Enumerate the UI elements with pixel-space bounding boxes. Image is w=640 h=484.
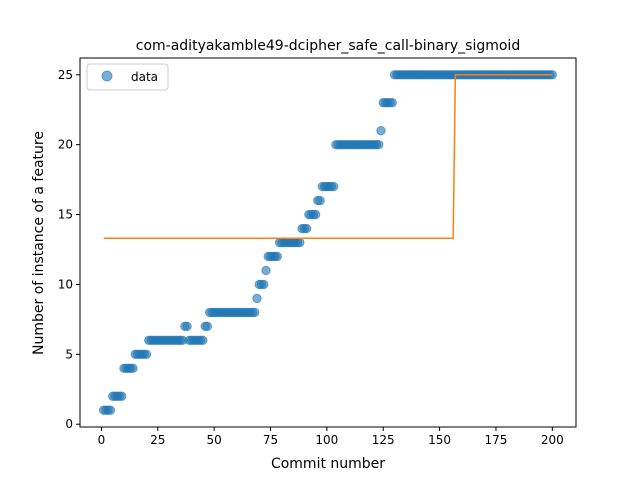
x-tick-label: 150 <box>428 433 451 447</box>
x-axis-label: Commit number <box>271 456 385 472</box>
data-point <box>315 195 325 206</box>
data-point <box>374 139 384 150</box>
x-tick-label: 200 <box>541 433 564 447</box>
legend-frame <box>86 63 169 91</box>
data-point <box>272 251 282 262</box>
data-point <box>310 209 321 220</box>
data-point <box>117 391 127 401</box>
y-tick-label: 5 <box>65 347 73 361</box>
data-point <box>198 335 208 346</box>
legend-marker-data <box>101 70 113 82</box>
data-point <box>261 265 271 276</box>
data-point <box>128 363 138 373</box>
data-point <box>328 181 339 192</box>
x-tick-label: 100 <box>315 433 338 447</box>
data-points <box>98 70 558 415</box>
data-point <box>182 321 192 332</box>
data-point <box>259 279 269 290</box>
x-tick-label: 25 <box>150 433 165 447</box>
y-tick-label: 25 <box>58 68 73 82</box>
x-tick-label: 125 <box>372 433 395 447</box>
data-point <box>376 125 386 136</box>
fit-line <box>103 74 553 240</box>
x-tick-label: 175 <box>485 433 508 447</box>
x-tick-label: 50 <box>207 433 222 447</box>
data-point <box>295 237 305 248</box>
data-point <box>250 307 260 318</box>
data-point <box>301 223 312 234</box>
chart-title: com-adityakamble49-dcipher_safe_call-bin… <box>136 38 520 54</box>
x-tick-label: 75 <box>263 433 278 447</box>
y-tick-label: 0 <box>65 417 73 431</box>
data-point <box>202 321 213 332</box>
plot-area: 0 25 50 75 100 125 150 175 200 0 5 10 15 20 25 <box>58 57 577 447</box>
data-point <box>141 349 152 360</box>
y-axis-label: Number of instance of a feature <box>31 131 47 355</box>
y-tick-label: 10 <box>58 277 73 291</box>
x-tick-label: 0 <box>98 433 106 447</box>
data-point <box>387 98 397 108</box>
legend-label-data: data <box>131 70 158 84</box>
y-tick-label: 15 <box>58 208 73 222</box>
data-point <box>105 405 116 415</box>
y-tick-label: 20 <box>58 138 73 152</box>
axes-frame <box>79 57 577 428</box>
legend: data <box>86 63 169 91</box>
data-point <box>252 293 262 304</box>
